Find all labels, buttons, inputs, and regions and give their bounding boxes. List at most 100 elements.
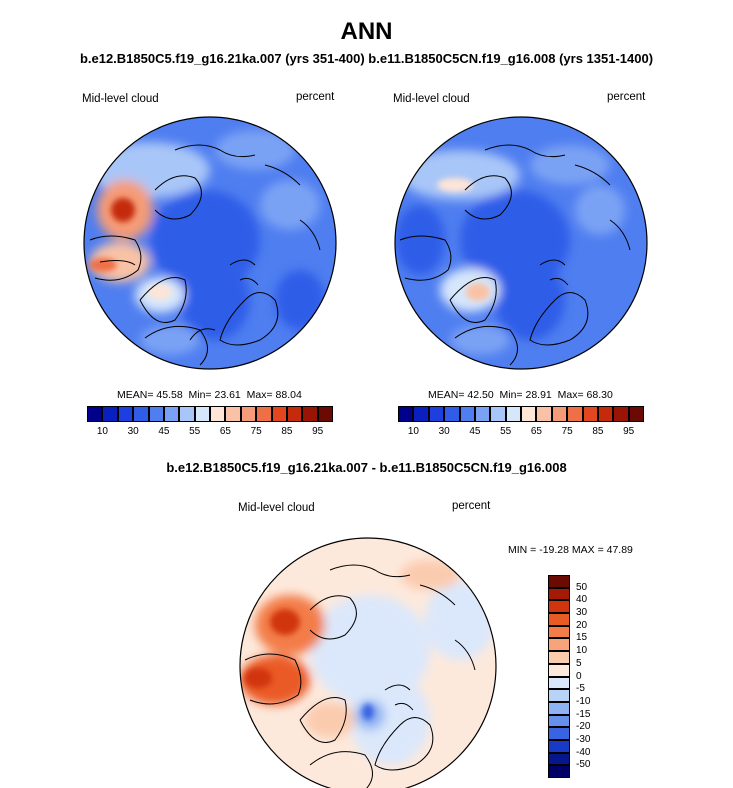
- panel2-colorbar-swatch: [413, 406, 429, 422]
- panel2-units-label: percent: [607, 91, 646, 103]
- panel1-colorbar-swatch: [317, 406, 333, 422]
- difference-colorbar-tick-label: 0: [576, 670, 582, 682]
- panel2-colorbar-tick-label: 85: [592, 426, 604, 437]
- panel1-cloud-field: [84, 117, 336, 369]
- panel1-colorbar-swatch: [256, 406, 272, 422]
- difference-colorbar-tick-label: -10: [576, 695, 591, 707]
- panel1-mean-label: MEAN=: [117, 389, 154, 401]
- panel2-colorbar-swatch: [505, 406, 521, 422]
- panel2-colorbar-swatch: [613, 406, 629, 422]
- difference-colorbar-swatch: [548, 765, 570, 778]
- panel2-mean-label: MEAN=: [428, 389, 465, 401]
- panel2-colorbar-swatch: [459, 406, 475, 422]
- difference-colorbar-tick-label: 15: [576, 632, 588, 644]
- difference-colorbar-tick-label: -40: [576, 746, 591, 758]
- difference-colorbar-tick-label: 50: [576, 581, 588, 593]
- panel2-stats: MEAN= 42.50 Min= 28.91 Max= 68.30: [428, 389, 613, 401]
- difference-colorbar-swatch: [548, 689, 570, 702]
- difference-colorbar-swatch: [548, 600, 570, 614]
- difference-colorbar-swatch: [548, 739, 570, 753]
- panel1-colorbar-tick-label: 55: [189, 426, 201, 437]
- panel2-colorbar: [398, 406, 644, 422]
- difference-colorbar-swatch: [548, 625, 570, 639]
- panel2-coastlines: [399, 144, 631, 366]
- panel1-colorbar-swatch: [271, 406, 287, 422]
- panel1-colorbar-tick-label: 85: [281, 426, 293, 437]
- panel2-colorbar-swatch: [567, 406, 583, 422]
- difference-colorbar: [548, 575, 570, 778]
- panel1-colorbar-tick-label: 10: [96, 426, 108, 437]
- difference-coastlines: [244, 564, 476, 788]
- panel1-min-value: 23.61: [214, 389, 241, 401]
- difference-colorbar-tick-label: 40: [576, 594, 588, 606]
- panel1-colorbar-tick-label: 45: [158, 426, 170, 437]
- panel2-colorbar-swatch: [444, 406, 460, 422]
- panel1-colorbar: [87, 406, 333, 422]
- panel1-colorbar-swatch: [179, 406, 195, 422]
- panel2-colorbar-swatch: [521, 406, 537, 422]
- panel2-colorbar-swatch: [398, 406, 414, 422]
- difference-variable-label: Mid-level cloud: [238, 502, 315, 514]
- difference-colorbar-tick-label: -50: [576, 759, 591, 771]
- panel1-colorbar-swatch: [133, 406, 149, 422]
- panel2-colorbar-tick-label: 45: [469, 426, 481, 437]
- panel2-colorbar-tick-label: 55: [500, 426, 512, 437]
- panel2-colorbar-swatch: [490, 406, 506, 422]
- panel1-colorbar-swatch: [163, 406, 180, 422]
- difference-title: b.e12.B1850C5.f19_g16.21ka.007 - b.e11.B…: [166, 460, 567, 475]
- difference-colorbar-swatch: [548, 638, 570, 652]
- difference-colorbar-swatch: [548, 752, 570, 766]
- panel2-min-value: 28.91: [525, 389, 552, 401]
- panel1-colorbar-labels: 10 30 45 55 65 75 85 95: [87, 426, 333, 440]
- panel2-colorbar-labels: 10 30 45 55 65 75 85 95: [398, 426, 644, 440]
- panel1-units-label: percent: [296, 91, 335, 103]
- panel2-variable-label: Mid-level cloud: [393, 93, 470, 105]
- panel2-colorbar-swatch: [597, 406, 614, 422]
- panel2-colorbar-tick-label: 10: [407, 426, 419, 437]
- panel1-colorbar-swatch: [117, 406, 134, 422]
- difference-colorbar-swatch: [548, 727, 570, 740]
- panel2-colorbar-swatch: [474, 406, 491, 422]
- panel1-coastlines: [89, 144, 321, 366]
- difference-colorbar-tick-label: -15: [576, 708, 591, 720]
- panel1-min-label: Min=: [188, 389, 212, 401]
- panel1-max-label: Max=: [246, 389, 273, 401]
- difference-colorbar-labels: 50 40 30 20 15 10 5 0 -5 -10 -15 -20 -30 -40 -50: [576, 575, 616, 778]
- panel1-colorbar-tick-label: 65: [219, 426, 231, 437]
- panel1-mean-value: 45.58: [156, 389, 183, 401]
- panel2-colorbar-swatch: [551, 406, 568, 422]
- difference-colorbar-tick-label: 10: [576, 645, 588, 657]
- panel1-colorbar-swatch: [102, 406, 118, 422]
- panel1-stats: MEAN= 45.58 Min= 23.61 Max= 88.04: [117, 389, 302, 401]
- difference-colorbar-swatch: [548, 587, 570, 601]
- difference-colorbar-swatch: [548, 613, 570, 626]
- panel1-colorbar-swatch: [302, 406, 318, 422]
- panel1-colorbar-swatch: [286, 406, 303, 422]
- panel2-colorbar-swatch: [582, 406, 598, 422]
- panel1-colorbar-swatch: [194, 406, 210, 422]
- panel2-cloud-field: [395, 117, 647, 369]
- panel2-min-label: Min=: [499, 389, 523, 401]
- panel2-max-label: Max=: [557, 389, 584, 401]
- panel1-colorbar-swatch: [210, 406, 226, 422]
- panel1-max-value: 88.04: [275, 389, 302, 401]
- difference-colorbar-swatch: [548, 575, 570, 588]
- panel1-colorbar-tick-label: 95: [312, 426, 324, 437]
- difference-colorbar-tick-label: -5: [576, 683, 585, 695]
- panel2-colorbar-swatch: [628, 406, 644, 422]
- difference-colorbar-tick-label: 5: [576, 657, 582, 669]
- panel2-colorbar-tick-label: 75: [561, 426, 573, 437]
- panel1-colorbar-tick-label: 30: [127, 426, 139, 437]
- panel1-colorbar-swatch: [225, 406, 241, 422]
- panel1-colorbar-tick-label: 75: [250, 426, 262, 437]
- difference-colorbar-swatch: [548, 701, 570, 715]
- difference-colorbar-swatch: [548, 714, 570, 728]
- panel2-colorbar-swatch: [536, 406, 552, 422]
- difference-minmax: MIN = -19.28 MAX = 47.89: [508, 544, 633, 556]
- panel2-mean-value: 42.50: [467, 389, 494, 401]
- panel2-colorbar-swatch: [428, 406, 445, 422]
- panel2-colorbar-tick-label: 65: [530, 426, 542, 437]
- difference-colorbar-tick-label: -20: [576, 721, 591, 733]
- panel1-colorbar-swatch: [240, 406, 257, 422]
